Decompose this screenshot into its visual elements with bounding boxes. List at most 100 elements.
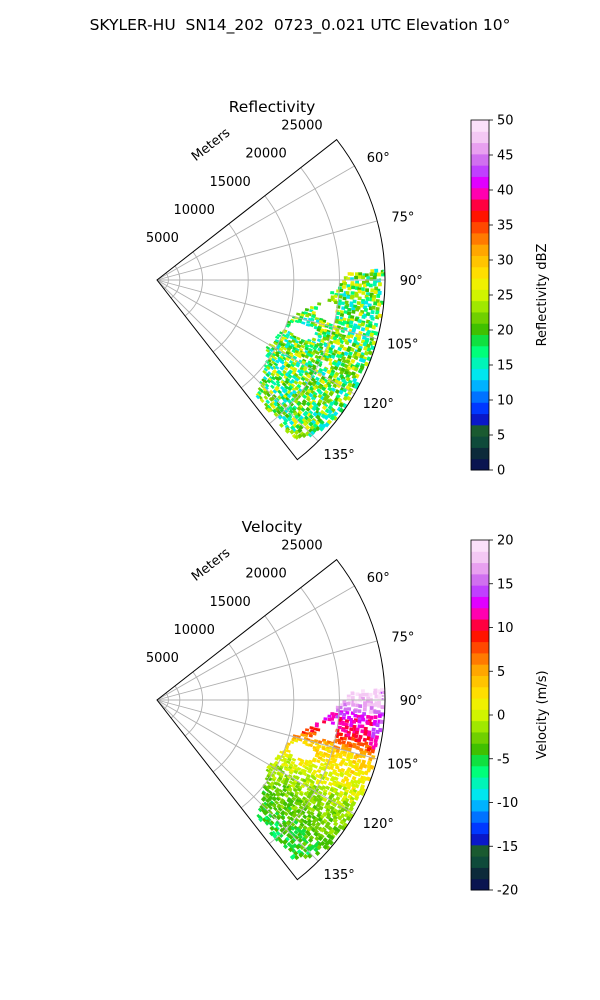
echo-cell	[353, 709, 357, 713]
echo-cell	[270, 781, 276, 786]
echo-cell	[300, 313, 305, 317]
azimuth-tick-label: 105°	[387, 758, 418, 773]
echo-cell	[353, 355, 359, 361]
echo-cell	[338, 295, 343, 299]
echo-cell	[297, 369, 302, 374]
echo-cell	[353, 366, 359, 372]
colorbar-segment	[471, 300, 489, 313]
echo-cell	[361, 275, 365, 280]
echo-cell	[329, 401, 335, 407]
echo-cell	[357, 275, 362, 279]
range-ring-15000	[240, 615, 295, 809]
echo-cell	[354, 317, 359, 322]
echo-cell	[312, 411, 318, 417]
echo-cell	[268, 348, 274, 353]
echo-cell	[286, 790, 291, 796]
echo-cell	[361, 335, 367, 340]
echo-cell	[274, 757, 279, 761]
echo-cell	[296, 336, 301, 341]
colorbar-segment	[471, 120, 489, 132]
echo-cell	[340, 321, 346, 326]
echo-cell	[314, 817, 320, 823]
echo-cell	[291, 393, 297, 399]
echo-cell	[278, 774, 284, 779]
echo-cell	[374, 735, 380, 740]
echo-cell	[319, 833, 325, 840]
echo-cell	[284, 767, 289, 772]
echo-cell	[286, 819, 292, 825]
echo-cell	[362, 737, 368, 743]
echo-cell	[316, 401, 322, 407]
echo-cell	[366, 276, 371, 280]
echo-cell	[326, 369, 332, 375]
echo-cell	[355, 692, 360, 696]
echo-cell	[279, 772, 284, 777]
echo-cell	[380, 705, 385, 710]
echo-cell	[267, 764, 272, 769]
echo-cell	[360, 287, 365, 291]
echo-cell	[320, 371, 326, 377]
echo-cell	[314, 836, 320, 842]
azimuth-line-105	[156, 699, 378, 760]
echo-cell	[323, 403, 329, 409]
echo-cell	[294, 352, 299, 357]
echo-cell	[303, 819, 309, 825]
echo-cell	[319, 801, 325, 807]
echo-cell	[323, 389, 329, 395]
colorbar-tick-label: 0	[497, 709, 505, 724]
echo-cell	[311, 406, 317, 412]
echo-cell	[320, 820, 326, 826]
echo-cell	[326, 383, 332, 389]
echo-cell	[276, 813, 282, 819]
echo-cell	[262, 387, 267, 392]
echo-cell	[283, 811, 289, 817]
colorbar: 0 5 10 15 20 25 30 35 40 45 50 Reflectivity dBZ	[470, 114, 550, 479]
colorbar-segment	[471, 765, 489, 778]
colorbar-segment	[471, 266, 489, 279]
echo-cell	[356, 347, 362, 353]
echo-cell	[298, 347, 304, 352]
echo-cell	[294, 377, 300, 382]
colorbar-segment	[471, 777, 489, 789]
echo-cell	[278, 788, 284, 794]
echo-cell	[308, 353, 314, 358]
echo-cell	[324, 823, 330, 829]
echo-cell	[365, 721, 370, 726]
echo-cell	[325, 785, 331, 791]
echo-cell	[343, 351, 349, 357]
echo-cell	[356, 772, 362, 777]
echo-cell	[347, 707, 352, 711]
colorbar-segment	[471, 323, 489, 336]
echo-cell	[363, 361, 369, 367]
echo-cell	[318, 342, 324, 347]
azimuth-tick-label: 135°	[323, 448, 354, 463]
echo-cell	[306, 821, 312, 827]
colorbar-segment	[471, 311, 489, 324]
echo-cell	[365, 288, 370, 293]
echo-cell	[293, 793, 299, 799]
echo-cell	[308, 392, 314, 398]
echo-cell	[279, 372, 285, 377]
echo-cell	[296, 375, 301, 381]
colorbar-segment	[471, 664, 489, 676]
echo-cell	[310, 780, 315, 785]
echo-cell	[294, 396, 300, 402]
echo-cell	[309, 782, 315, 788]
range-ring-10000	[212, 223, 249, 353]
echo-cell	[298, 799, 304, 804]
echo-cell	[349, 320, 354, 325]
echo-cell	[342, 752, 347, 757]
echo-speck	[382, 690, 385, 693]
echo-cell	[289, 332, 294, 336]
echo-cell	[282, 356, 288, 361]
echo-cell	[285, 351, 290, 356]
range-tick-label: 25000	[281, 539, 322, 554]
echo-cell	[333, 294, 338, 298]
echo-cell	[327, 714, 332, 718]
echo-speck	[379, 278, 382, 281]
echo-cell	[322, 797, 328, 803]
echo-cell	[310, 807, 316, 813]
echo-cell	[337, 346, 343, 352]
echo-cell	[288, 380, 293, 385]
echo-cell	[319, 814, 325, 820]
